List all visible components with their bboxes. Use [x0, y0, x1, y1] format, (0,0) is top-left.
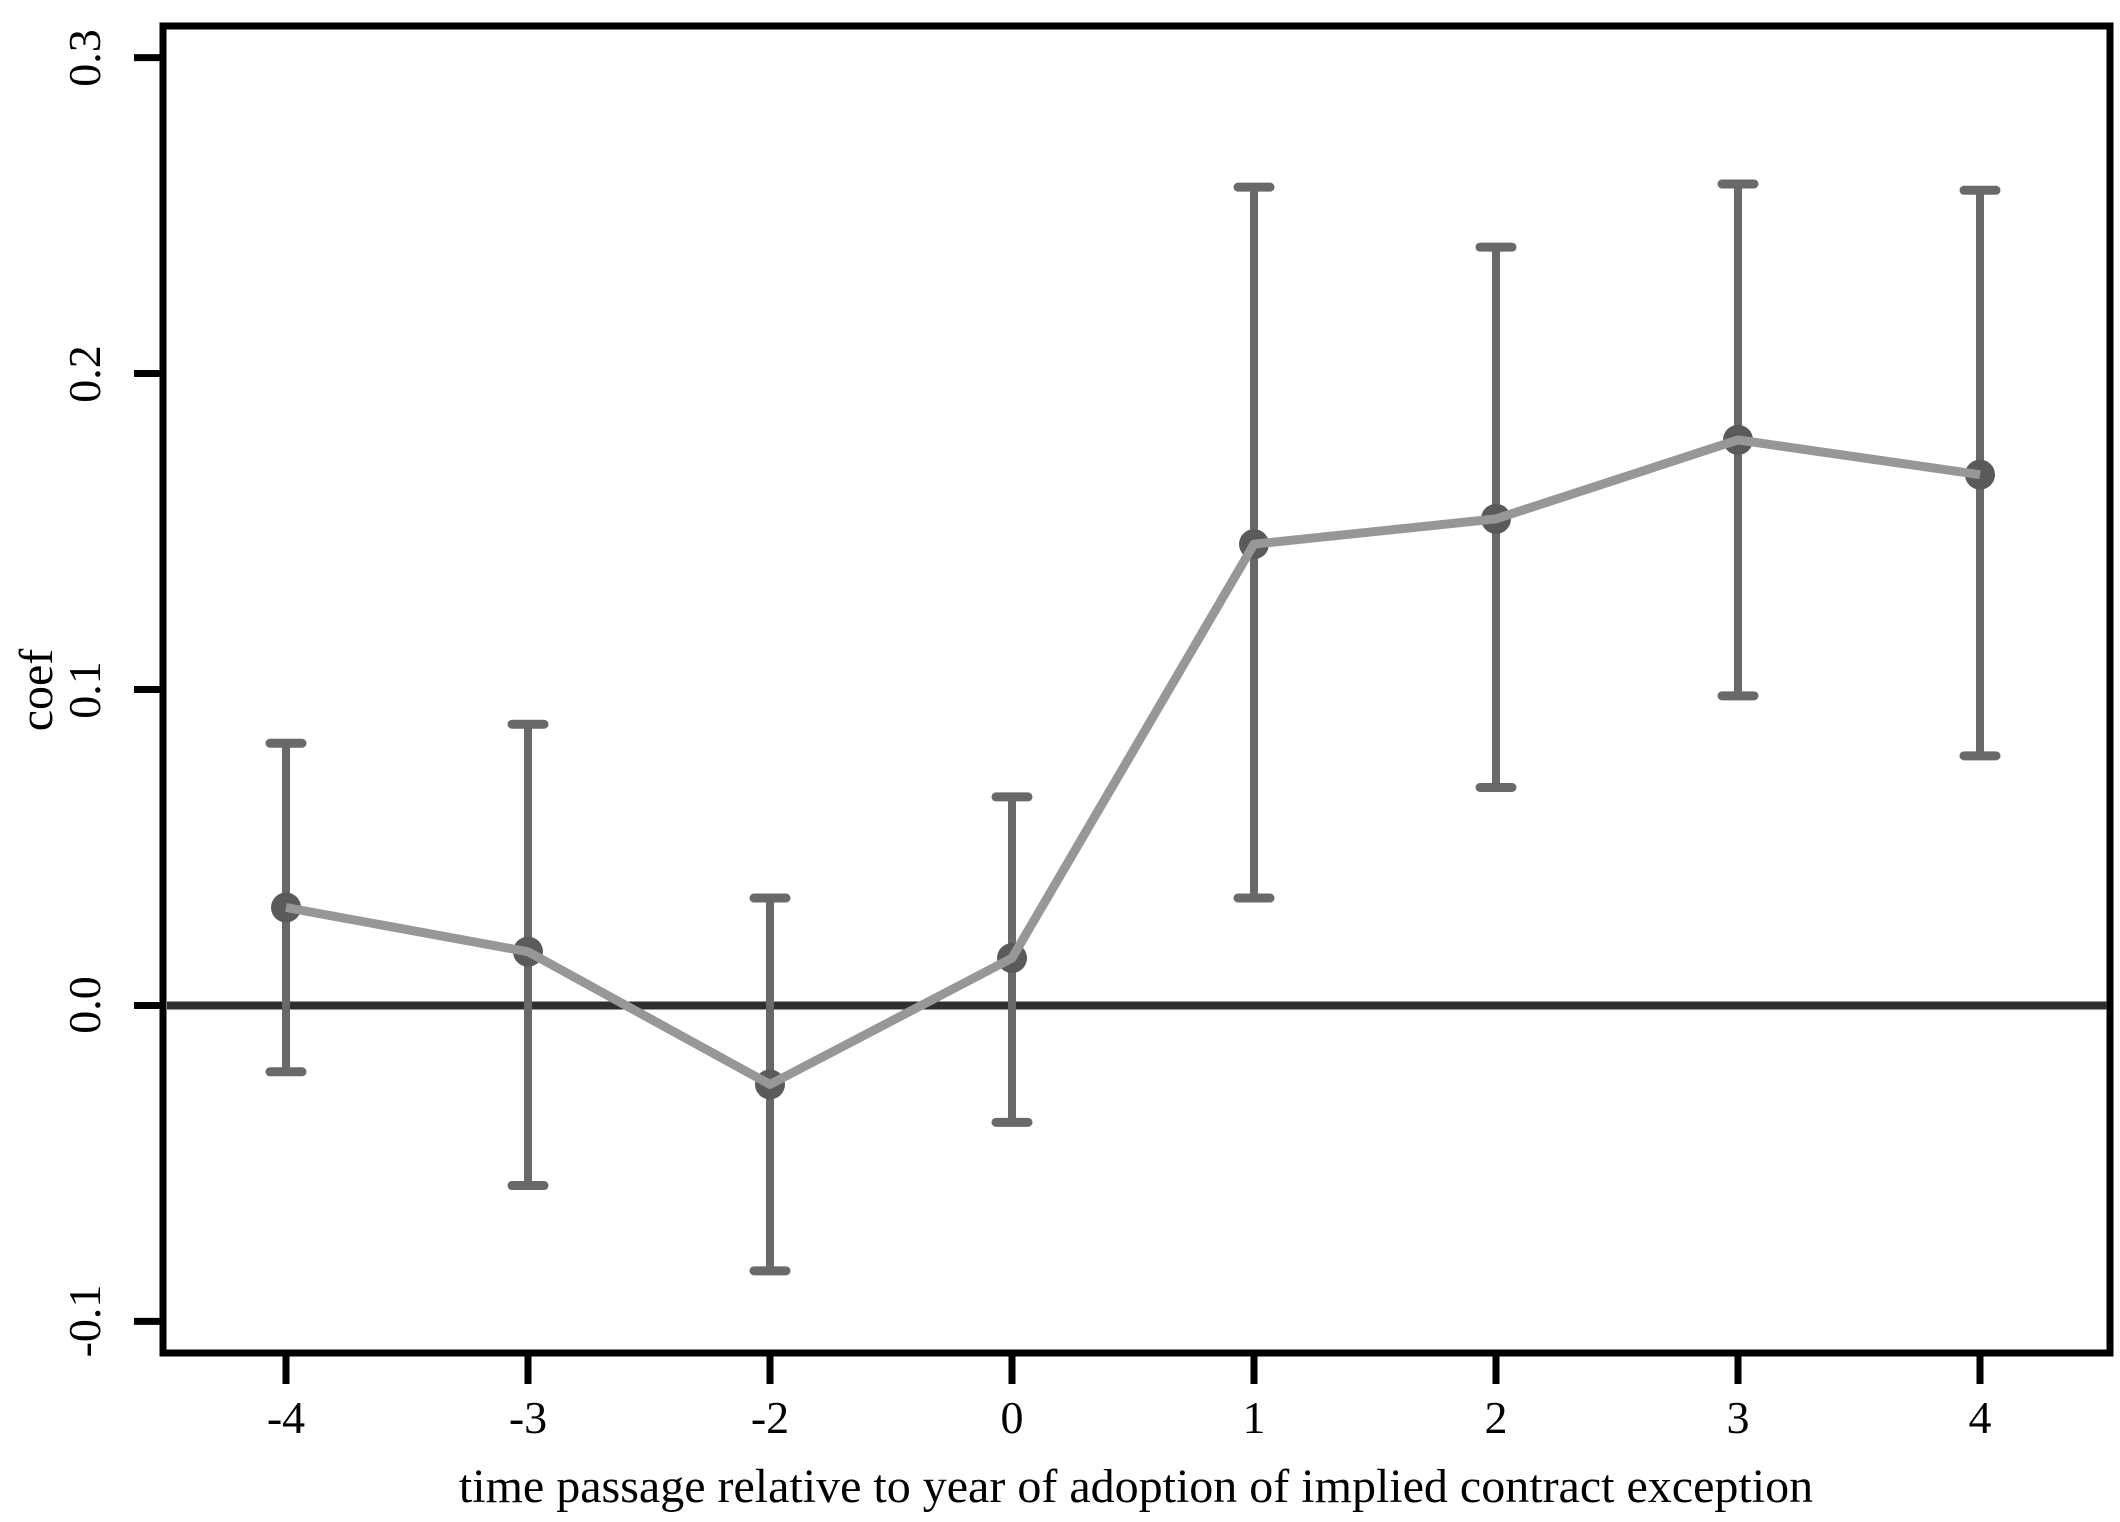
x-tick-label: 3	[1726, 1392, 1750, 1443]
x-tick-label: 0	[1000, 1392, 1024, 1443]
y-tick-label: 0.0	[59, 976, 110, 1035]
x-axis-title: time passage relative to year of adoptio…	[458, 1460, 1814, 1513]
y-tick-label: 0.1	[59, 660, 110, 719]
x-tick-label: 1	[1242, 1392, 1266, 1443]
x-tick-label: -4	[266, 1392, 306, 1443]
x-tick-label: 2	[1484, 1392, 1508, 1443]
y-tick-label: 0.2	[59, 344, 110, 403]
x-tick-label: -2	[750, 1392, 790, 1443]
y-axis-title: coef	[10, 648, 63, 732]
y-tick-label: -0.1	[59, 1284, 110, 1358]
x-tick-label: 4	[1968, 1392, 1992, 1443]
y-tick-label: 0.3	[59, 28, 110, 87]
x-tick-label: -3	[508, 1392, 548, 1443]
